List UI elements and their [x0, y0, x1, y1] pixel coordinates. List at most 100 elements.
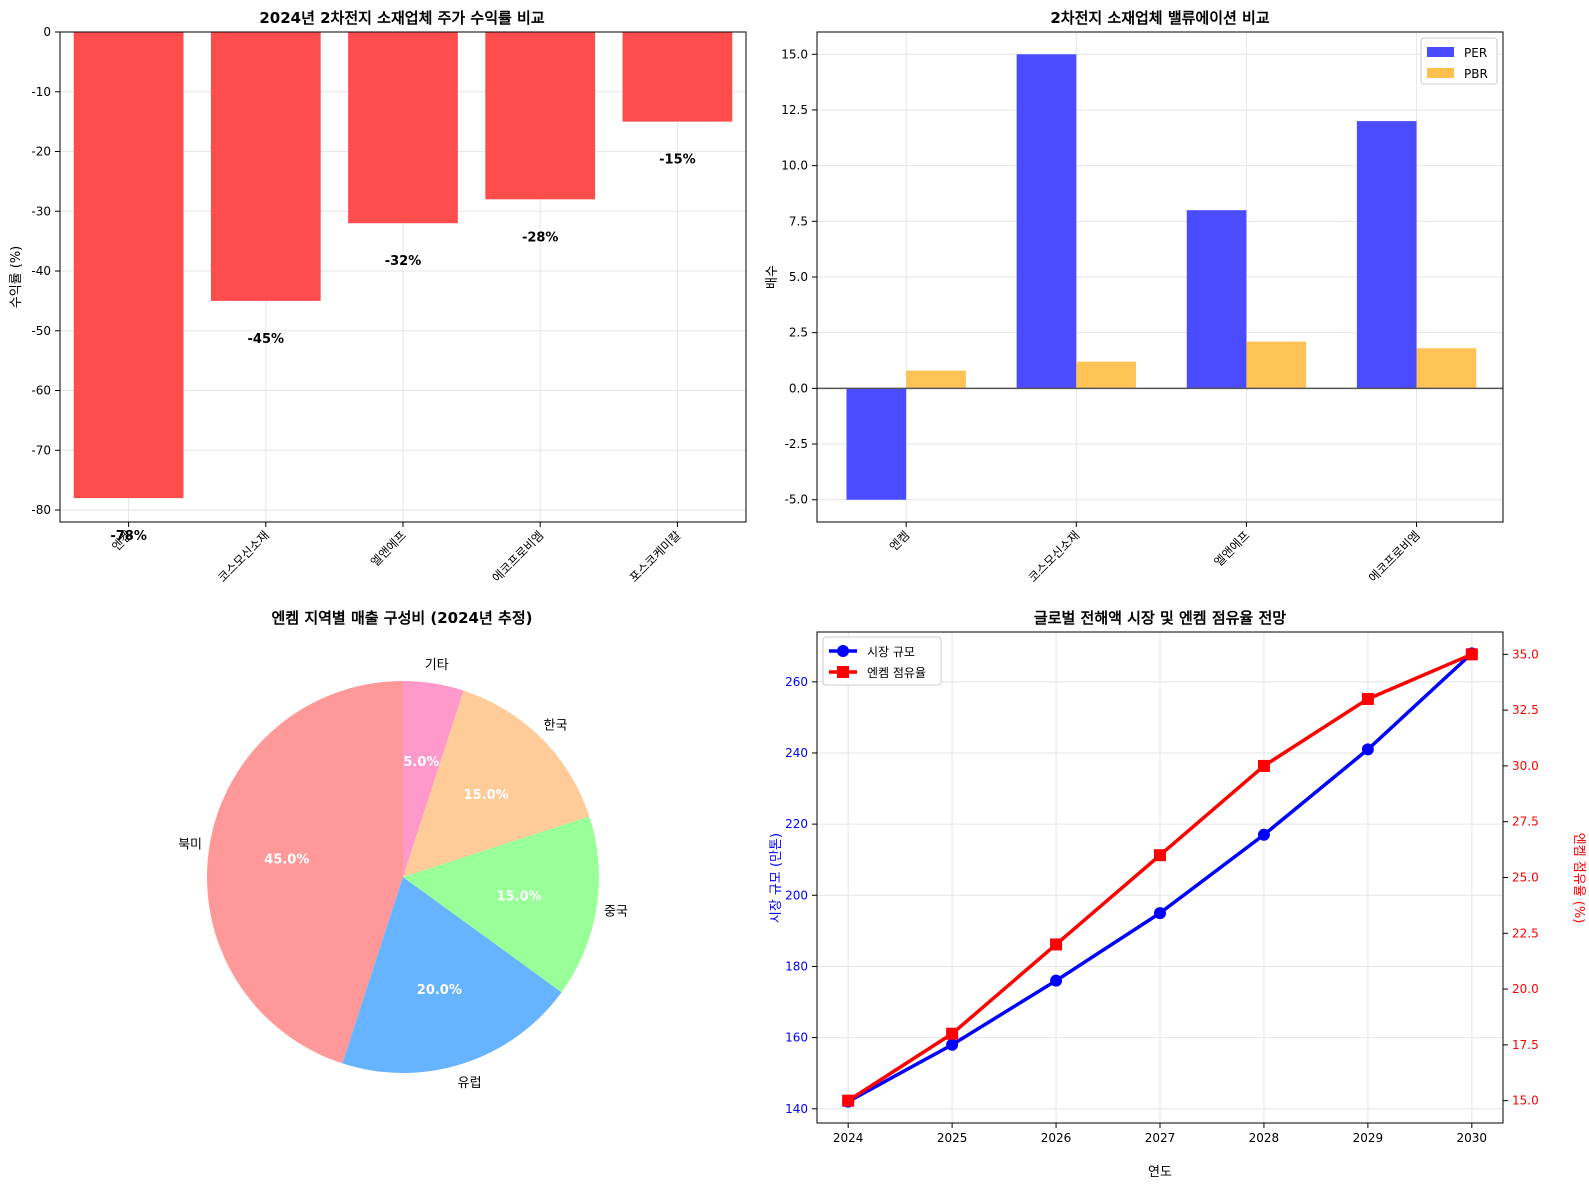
outlook-xtick-label: 2029	[1353, 1131, 1384, 1145]
returns-ytick-label: -70	[31, 443, 51, 457]
outlook-legend-label: 시장 규모	[867, 645, 915, 659]
returns-data-label: -28%	[522, 230, 559, 245]
outlook-ytick-right-label: 30.0	[1512, 759, 1539, 773]
returns-bar	[348, 32, 458, 224]
valuation-ytick-label: 10.0	[781, 159, 808, 173]
returns-bar	[210, 32, 321, 301]
valuation-axes-frame	[816, 31, 1504, 523]
pie-slice	[207, 681, 403, 1064]
outlook-ytick-left-label: 240	[785, 746, 808, 760]
returns-ytick-label: -50	[31, 324, 51, 338]
pie-category-label: 중국	[604, 905, 628, 920]
valuation-ytick-label: 12.5	[781, 103, 808, 117]
outlook-ytick-left-label: 140	[785, 1102, 808, 1116]
valuation-ytick-label: -5.0	[785, 493, 808, 507]
pie-pct-label: 15.0%	[497, 889, 542, 904]
market-outlook-chart-ylabel-left: 시장 규모 (만톤)	[769, 833, 784, 923]
outlook-ytick-left-label: 260	[785, 675, 808, 689]
returns-ytick-label: -40	[31, 264, 51, 278]
region-pie-chart-title: 엔켐 지역별 매출 구성비 (2024년 추정)	[272, 609, 533, 627]
outlook-xtick-label: 2028	[1249, 1131, 1280, 1145]
returns-bar	[73, 32, 184, 499]
region-pie-chart: 엔켐 지역별 매출 구성비 (2024년 추정) 45.0% 북미 20.0% 유럽 1…	[178, 609, 628, 1091]
returns-chart-ylabel: 수익률 (%)	[9, 246, 24, 309]
valuation-chart: 2차전지 소재업체 밸류에이션 비교 배수 -5.0 -2.5 0.0 2.5 5.0 7…	[765, 9, 1504, 585]
share-point	[1050, 938, 1063, 951]
returns-ytick-label: -60	[31, 384, 51, 398]
outlook-ytick-left-label: 220	[785, 817, 808, 831]
share-point	[1361, 692, 1374, 705]
pie-slice	[342, 877, 562, 1073]
outlook-ytick-right-label: 35.0	[1512, 647, 1539, 661]
market-size-point	[1154, 907, 1166, 920]
outlook-ytick-right-label: 32.5	[1512, 703, 1539, 717]
pie-pct-label: 5.0%	[403, 755, 439, 770]
returns-ytick-label: -80	[31, 503, 51, 517]
pie-pct-label: 45.0%	[264, 853, 309, 868]
outlook-ytick-right-label: 17.5	[1512, 1038, 1539, 1052]
outlook-ytick-right-label: 20.0	[1512, 982, 1539, 996]
valuation-chart-title: 2차전지 소재업체 밸류에이션 비교	[1050, 9, 1270, 27]
share-point	[1154, 849, 1166, 862]
outlook-legend-marker	[837, 666, 849, 678]
outlook-axes-frame	[816, 631, 1504, 1124]
outlook-legend-marker	[837, 645, 849, 657]
outlook-ytick-right-label: 22.5	[1512, 926, 1539, 940]
pie-category-label: 한국	[543, 719, 567, 734]
market-size-point	[1050, 974, 1063, 987]
pie-category-label: 기타	[425, 658, 449, 673]
valuation-legend-label: PBR	[1464, 67, 1488, 81]
outlook-ytick-right-label: 27.5	[1512, 815, 1539, 829]
pbr-bar	[1246, 341, 1307, 389]
returns-ytick-label: -10	[31, 85, 51, 99]
per-bar	[846, 388, 907, 500]
market-outlook-chart: 글로벌 전해액 시장 및 엔켐 점유율 전망 연도 시장 규모 (만톤) 엔켐 …	[769, 609, 1586, 1180]
returns-bar	[485, 32, 596, 200]
outlook-ytick-left-label: 160	[785, 1031, 808, 1045]
valuation-legend-label: PER	[1464, 46, 1487, 60]
returns-bar	[622, 32, 733, 122]
outlook-xtick-label: 2024	[833, 1131, 864, 1145]
outlook-xtick-label: 2030	[1457, 1131, 1488, 1145]
outlook-ytick-right-label: 25.0	[1512, 871, 1539, 885]
pie-slice	[403, 690, 590, 877]
pie-pct-label: 15.0%	[464, 788, 509, 803]
returns-data-label: -32%	[385, 254, 422, 269]
share-point	[1257, 759, 1270, 772]
valuation-ytick-label: -2.5	[785, 437, 808, 451]
returns-data-label: -78%	[110, 529, 147, 544]
valuation-ytick-label: 15.0	[781, 47, 808, 61]
pbr-bar	[906, 370, 966, 389]
valuation-ytick-label: 2.5	[789, 326, 808, 340]
valuation-chart-ylabel: 배수	[765, 265, 780, 289]
per-bar	[1356, 121, 1417, 389]
market-outlook-chart-title: 글로벌 전해액 시장 및 엔켐 점유율 전망	[1034, 609, 1286, 627]
market-size-point	[1361, 743, 1374, 756]
market-outlook-chart-xlabel: 연도	[1148, 1165, 1172, 1180]
outlook-xtick-label: 2025	[937, 1131, 968, 1145]
returns-chart-title: 2024년 2차전지 소재업체 주가 수익률 비교	[259, 9, 544, 27]
share-point	[1465, 648, 1478, 661]
pie-category-label: 유럽	[458, 1076, 482, 1091]
pbr-bar	[1416, 348, 1477, 389]
returns-data-label: -15%	[659, 153, 696, 168]
outlook-legend-label: 엔켐 점유율	[867, 666, 926, 680]
returns-data-label: -45%	[248, 332, 285, 347]
share-point	[946, 1027, 959, 1040]
returns-ytick-label: -30	[31, 204, 51, 218]
valuation-ytick-label: 0.0	[789, 381, 808, 395]
outlook-ytick-left-label: 180	[785, 959, 808, 973]
outlook-ytick-left-label: 200	[785, 888, 808, 902]
valuation-legend-swatch	[1427, 68, 1454, 78]
pie-category-label: 북미	[178, 837, 202, 852]
returns-ytick-label: -20	[31, 145, 51, 159]
per-bar	[1186, 210, 1247, 389]
pie-pct-label: 20.0%	[417, 983, 462, 998]
market-size-point	[1257, 828, 1270, 841]
share-point	[842, 1094, 855, 1107]
market-outlook-chart-ylabel-right: 엔켐 점유율 (%)	[1571, 833, 1586, 924]
market-size-point	[946, 1038, 959, 1051]
pie-slice	[403, 816, 599, 993]
outlook-ytick-right-label: 15.0	[1512, 1094, 1539, 1108]
